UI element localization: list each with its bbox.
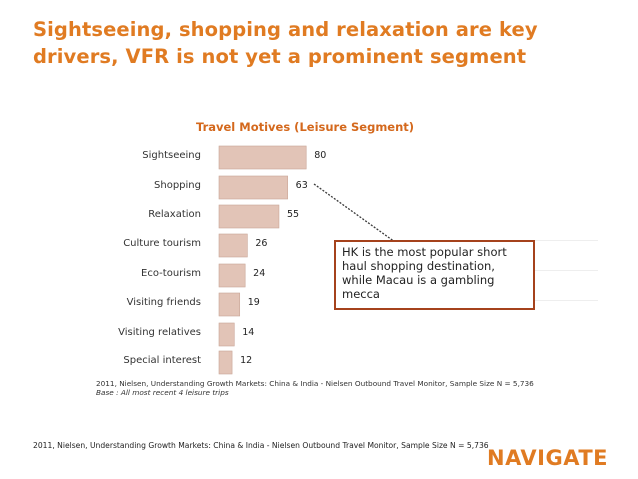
value-labels: 80 63 55 26 24 19 14 12	[240, 150, 326, 366]
category-label-shopping: Shopping	[154, 180, 201, 191]
chart-source-note: 2011, Nielsen, Understanding Growth Mark…	[96, 379, 566, 397]
value-label-culture-tourism: 26	[255, 238, 267, 249]
category-label-visiting-friends: Visiting friends	[127, 297, 201, 308]
category-label-visiting-relatives: Visiting relatives	[118, 327, 201, 338]
value-label-visiting-friends: 19	[248, 297, 260, 308]
divider-line	[534, 300, 598, 301]
value-label-sightseeing: 80	[314, 150, 326, 161]
bar-visiting-relatives	[218, 322, 235, 347]
bar-relaxation	[218, 204, 280, 229]
bar-special-interest	[218, 350, 233, 375]
bar-sightseeing	[218, 145, 307, 170]
footer-source: 2011, Nielsen, Understanding Growth Mark…	[33, 441, 489, 450]
category-label-relaxation: Relaxation	[148, 209, 201, 220]
bar-eco-tourism	[218, 263, 246, 288]
category-label-special-interest: Special interest	[123, 355, 201, 366]
callout-box: HK is the most popular short haul shoppi…	[334, 240, 535, 310]
source-note-text: 2011, Nielsen, Understanding Growth Mark…	[96, 379, 534, 388]
divider-line	[534, 270, 598, 271]
bar-shopping	[218, 175, 288, 200]
value-label-relaxation: 55	[287, 209, 299, 220]
navigate-logo: NAVIGATE	[487, 446, 608, 470]
value-label-special-interest: 12	[240, 355, 252, 366]
value-label-visiting-relatives: 14	[242, 327, 254, 338]
bar-visiting-friends	[218, 292, 241, 317]
value-label-shopping: 63	[296, 180, 308, 191]
value-label-eco-tourism: 24	[253, 268, 265, 279]
slide-title: Sightseeing, shopping and relaxation are…	[33, 18, 538, 68]
category-label-eco-tourism: Eco-tourism	[141, 268, 201, 279]
category-label-culture-tourism: Culture tourism	[123, 238, 201, 249]
category-label-sightseeing: Sightseeing	[142, 150, 201, 161]
bar-culture-tourism	[218, 233, 248, 258]
bars	[218, 145, 307, 375]
category-labels: Sightseeing Shopping Relaxation Culture tou…	[118, 150, 201, 366]
base-note-text: Base : All most recent 4 leisure trips	[96, 388, 229, 397]
callout-connector	[313, 183, 396, 243]
chart-title: Travel Motives (Leisure Segment)	[196, 120, 415, 134]
